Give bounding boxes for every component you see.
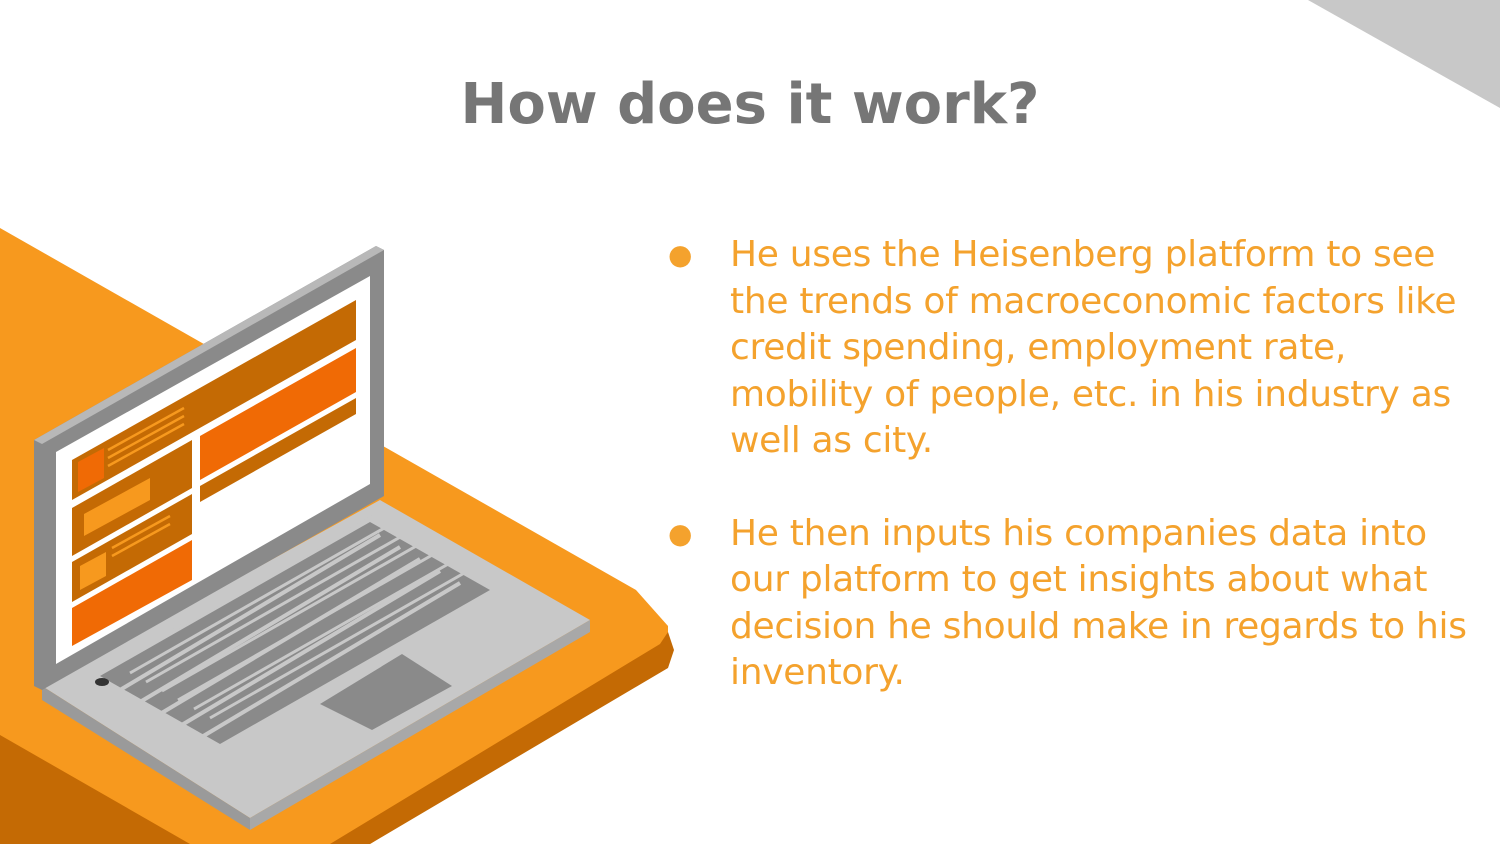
laptop-illustration-icon (0, 228, 674, 844)
bullet-item: ● He uses the Heisenberg platform to see… (668, 232, 1468, 465)
bullet-marker: ● (668, 516, 693, 550)
bullet-item: ● He then inputs his companies data into… (668, 511, 1468, 697)
bullet-list: ● He uses the Heisenberg platform to see… (668, 232, 1468, 743)
bullet-text: He uses the Heisenberg platform to see t… (730, 234, 1457, 461)
bullet-marker: ● (668, 238, 693, 271)
bullet-text: He then inputs his companies data into o… (730, 512, 1467, 694)
page-title: How does it work? (460, 72, 1040, 137)
